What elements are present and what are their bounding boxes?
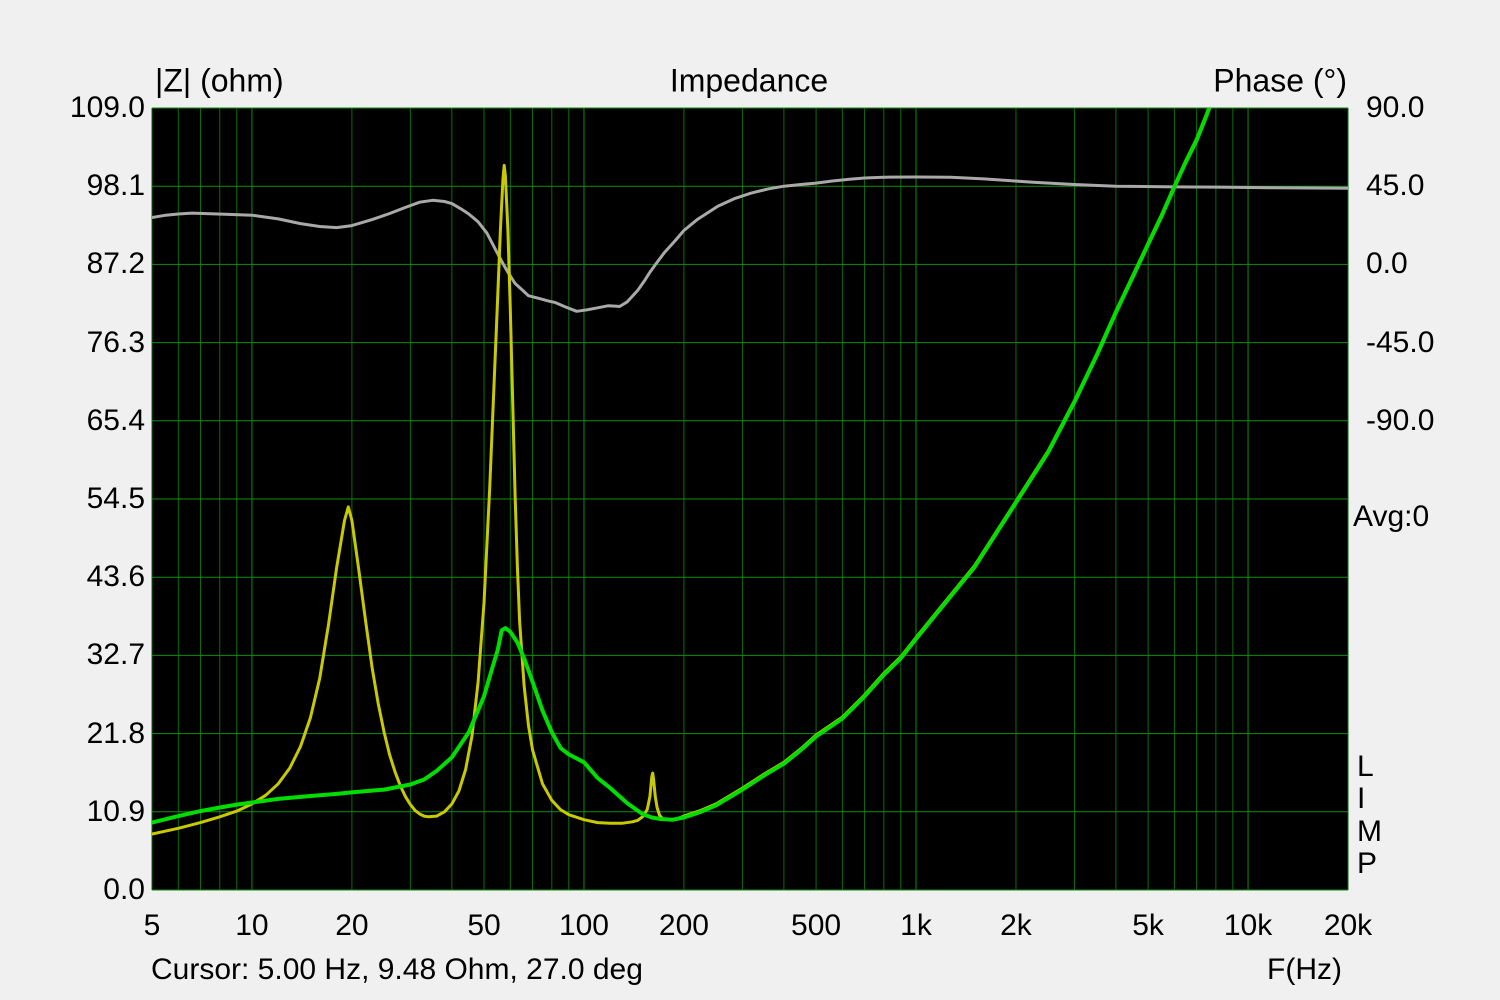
impedance-tick-label: 109.0 (69, 91, 145, 124)
frequency-tick-label: 50 (467, 909, 501, 942)
left-axis-title: |Z| (ohm) (155, 62, 284, 99)
frequency-tick-label: 10 (235, 909, 269, 942)
impedance-tick-label: 76.3 (86, 325, 145, 359)
limp-watermark-letter: M (1357, 815, 1382, 848)
frequency-tick-label: 100 (558, 909, 609, 942)
impedance-tick-label: 54.5 (86, 482, 145, 515)
impedance-tick-label: 43.6 (86, 560, 145, 594)
chart-title: Impedance (669, 62, 829, 99)
phase-tick-label: -45.0 (1366, 325, 1435, 359)
impedance-tick-label: 32.7 (86, 638, 145, 672)
frequency-tick-label: 5 (143, 909, 161, 942)
frequency-tick-label: 5k (1132, 909, 1164, 942)
impedance-tick-label: 21.8 (86, 716, 145, 750)
frequency-tick-label: 20k (1323, 909, 1373, 942)
frequency-tick-label: 1k (900, 909, 932, 942)
cursor-readout: Cursor: 5.00 Hz, 9.48 Ohm, 27.0 deg (151, 953, 643, 986)
impedance-tick-label: 87.2 (86, 247, 145, 281)
frequency-tick-label: 10k (1223, 909, 1273, 942)
phase-average-label: Avg:0 (1353, 500, 1430, 533)
phase-tick-label: 45.0 (1366, 169, 1425, 203)
frequency-tick-label: 200 (658, 909, 709, 942)
impedance-tick-label: 98.1 (86, 169, 145, 203)
impedance-tick-label: 0.0 (103, 873, 145, 906)
right-axis-title: Phase (°) (1213, 62, 1347, 99)
impedance-tick-label: 65.4 (86, 403, 145, 437)
frequency-tick-label: 2k (1000, 909, 1032, 942)
limp-watermark-letter: L (1357, 750, 1374, 783)
impedance-curve (152, 108, 1212, 825)
x-axis-title: F(Hz) (1267, 953, 1342, 986)
phase-tick-label: -90.0 (1366, 403, 1435, 437)
limp-watermark-letter: I (1357, 782, 1366, 815)
phase-tick-label: 0.0 (1366, 247, 1408, 281)
frequency-tick-label: 500 (791, 909, 842, 942)
phase-tick-label: 90.0 (1366, 91, 1425, 124)
impedance-tick-label: 10.9 (86, 794, 145, 828)
frequency-tick-label: 20 (335, 909, 369, 942)
phase-curve (152, 175, 1348, 313)
limp-watermark-letter: P (1357, 847, 1378, 880)
